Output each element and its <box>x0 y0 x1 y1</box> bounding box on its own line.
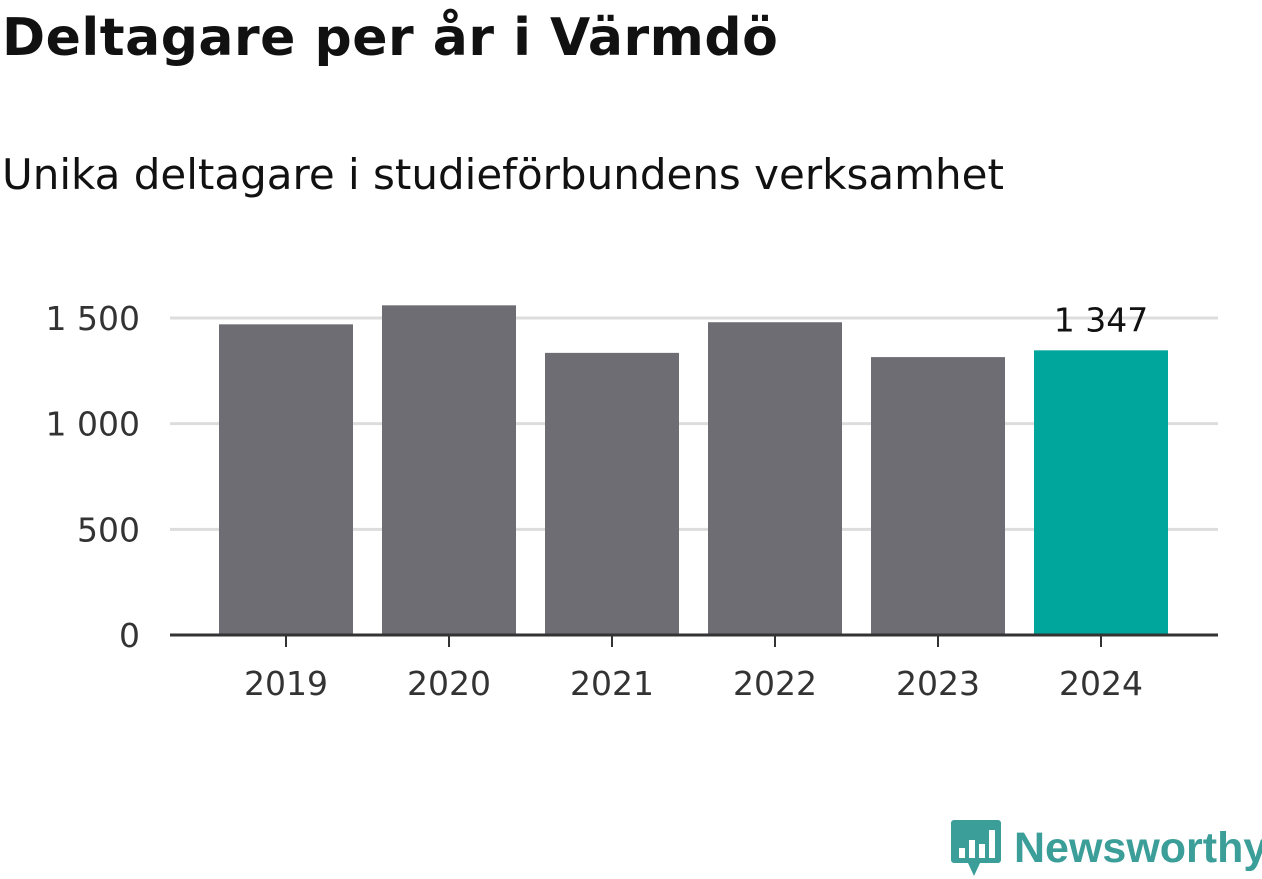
x-tick-label: 2019 <box>244 664 328 703</box>
bar-chart: 0 500 1 000 1 500 2019 2020 2021 2022 2023 2024 1 … <box>46 299 1218 703</box>
y-tick-label: 500 <box>77 510 140 549</box>
x-tick-label: 2023 <box>896 664 980 703</box>
x-tick-label: 2024 <box>1059 664 1143 703</box>
newsworthy-logo: Newsworthy <box>950 818 1262 878</box>
y-tick-label: 1 000 <box>46 405 140 444</box>
bar-2024 <box>1034 350 1168 635</box>
x-axis <box>170 633 1218 647</box>
y-tick-label: 0 <box>119 616 140 655</box>
bar-2020 <box>382 305 516 635</box>
bar-2022 <box>708 322 842 635</box>
bar-chart-speech-bubble-icon <box>951 820 1001 876</box>
x-tick-label: 2020 <box>407 664 491 703</box>
brand-name: Newsworthy <box>1014 823 1262 872</box>
chart-title: Deltagare per år i Värmdö <box>2 8 779 68</box>
y-tick-label: 1 500 <box>46 299 140 338</box>
bars <box>219 305 1168 635</box>
data-label: 1 347 <box>1054 300 1148 339</box>
bar-2021 <box>545 352 679 635</box>
x-tick-label: 2022 <box>733 664 817 703</box>
bar-2023 <box>871 357 1005 635</box>
bar-2019 <box>219 324 353 635</box>
x-tick-label: 2021 <box>570 664 654 703</box>
labels: 0 500 1 000 1 500 2019 2020 2021 2022 2023 2024 1 … <box>46 299 1149 703</box>
chart-subtitle: Unika deltagare i studieförbundens verks… <box>2 150 1004 199</box>
